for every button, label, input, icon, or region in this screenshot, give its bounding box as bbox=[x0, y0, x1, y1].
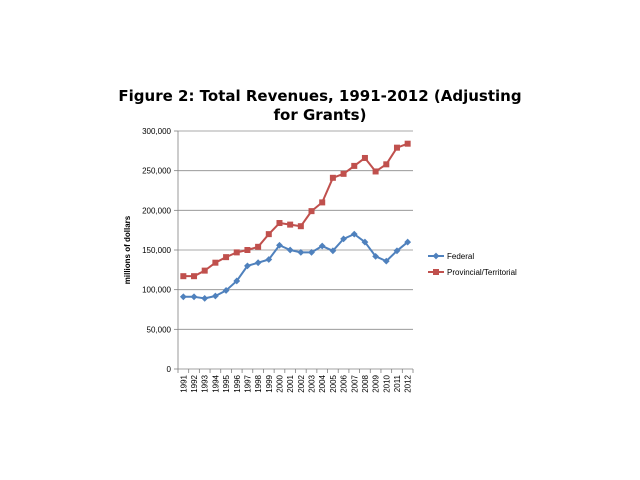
data-point-1992 bbox=[191, 273, 198, 280]
x-tick-label-1992: 1992 bbox=[190, 374, 199, 392]
data-point-2010 bbox=[382, 257, 390, 265]
data-point-1998 bbox=[254, 259, 262, 267]
data-point-2000 bbox=[276, 241, 283, 249]
y-tick-label: 100,000 bbox=[142, 286, 171, 295]
data-point-1995 bbox=[222, 287, 230, 294]
x-tick-label-2006: 2006 bbox=[340, 374, 349, 392]
series-line bbox=[183, 233, 409, 300]
data-point-2004 bbox=[318, 242, 326, 250]
chart-title-line-2: for Grants) bbox=[274, 106, 367, 124]
chart-title: Figure 2: Total Revenues, 1991-2012 (Adj… bbox=[118, 87, 521, 124]
x-tick-label-1996: 1996 bbox=[233, 374, 242, 392]
data-point-1994 bbox=[212, 259, 219, 266]
data-point-1996 bbox=[233, 249, 240, 256]
data-point-2007 bbox=[350, 230, 358, 238]
legend-item-federal: Federal bbox=[428, 252, 474, 261]
data-point-1993 bbox=[201, 267, 208, 274]
data-point-1999 bbox=[265, 231, 272, 238]
series-line bbox=[183, 142, 409, 278]
legend: Federal Provincial/Territorial bbox=[428, 252, 517, 277]
data-point-2004 bbox=[319, 199, 326, 206]
data-point-1999 bbox=[265, 256, 273, 263]
legend-item-provincial-territorial: Provincial/Territorial bbox=[428, 268, 517, 277]
data-point-2007 bbox=[351, 162, 358, 169]
data-point-2009 bbox=[372, 168, 379, 175]
y-tick-labels: 0 50,000 100,000 150,000 200,000 250,000 300,0… bbox=[142, 127, 171, 374]
data-point-1993 bbox=[201, 294, 209, 302]
data-point-2003 bbox=[308, 208, 315, 215]
data-point-2002 bbox=[297, 223, 304, 230]
x-tick-label-1994: 1994 bbox=[211, 374, 220, 392]
x-tick-label-2001: 2001 bbox=[286, 374, 295, 392]
series-federal bbox=[179, 230, 412, 302]
x-tick-label-2004: 2004 bbox=[318, 374, 327, 392]
x-tick-label-2012: 2012 bbox=[404, 374, 413, 392]
x-tick-label-2011: 2011 bbox=[393, 374, 402, 392]
legend-label: Federal bbox=[447, 252, 474, 261]
y-axis-label: millions of dollars bbox=[123, 215, 132, 284]
data-point-2011 bbox=[393, 144, 400, 151]
x-tick-label-2009: 2009 bbox=[372, 374, 381, 392]
data-point-2000 bbox=[276, 220, 283, 227]
data-point-1992 bbox=[190, 293, 198, 301]
data-point-2001 bbox=[286, 246, 294, 254]
data-point-1996 bbox=[233, 277, 241, 285]
y-tick-label: 50,000 bbox=[147, 325, 172, 334]
x-tick-label-1997: 1997 bbox=[243, 374, 252, 392]
legend-marker bbox=[432, 252, 440, 260]
x-tick-label-2007: 2007 bbox=[350, 374, 359, 392]
grid-lines bbox=[178, 130, 413, 330]
data-point-1998 bbox=[255, 243, 262, 250]
data-point-2006 bbox=[340, 235, 347, 243]
y-tick-label: 200,000 bbox=[142, 206, 171, 215]
data-point-1994 bbox=[211, 292, 219, 300]
data-point-2003 bbox=[308, 248, 315, 256]
axes bbox=[174, 130, 414, 373]
y-tick-label: 300,000 bbox=[142, 127, 171, 136]
data-point-2008 bbox=[361, 238, 369, 246]
x-tick-label-1998: 1998 bbox=[254, 374, 263, 392]
series-group bbox=[179, 140, 412, 302]
data-point-2006 bbox=[340, 170, 347, 177]
data-point-2011 bbox=[393, 247, 401, 255]
y-tick-label: 250,000 bbox=[142, 167, 171, 176]
data-point-2005 bbox=[329, 247, 337, 255]
data-point-2009 bbox=[372, 252, 380, 260]
x-tick-label-2003: 2003 bbox=[308, 374, 317, 392]
data-point-2010 bbox=[383, 161, 390, 168]
x-tick-label-2008: 2008 bbox=[361, 374, 370, 392]
x-tick-labels: 1991 1992 1993 1994 1995 1996 1997 1998 1999 2000… bbox=[179, 374, 412, 392]
data-point-2008 bbox=[361, 154, 368, 161]
data-point-1991 bbox=[179, 293, 187, 301]
data-point-2005 bbox=[329, 174, 336, 181]
x-tick-label-1991: 1991 bbox=[179, 374, 188, 392]
x-tick-label-2010: 2010 bbox=[382, 374, 391, 392]
data-point-2002 bbox=[297, 248, 305, 256]
data-point-1997 bbox=[244, 247, 251, 253]
legend-label: Provincial/Territorial bbox=[447, 268, 517, 277]
x-tick-label-1993: 1993 bbox=[201, 374, 210, 392]
legend-marker bbox=[433, 269, 439, 275]
data-point-1995 bbox=[223, 254, 230, 261]
data-point-2012 bbox=[404, 238, 412, 246]
x-tick-label-2000: 2000 bbox=[275, 374, 284, 392]
data-point-1991 bbox=[180, 273, 187, 280]
x-tick-label-1995: 1995 bbox=[222, 374, 231, 392]
x-tick-label-1999: 1999 bbox=[265, 374, 274, 392]
y-tick-label: 150,000 bbox=[142, 246, 171, 255]
data-point-2012 bbox=[404, 140, 411, 147]
series-provincial-territorial bbox=[180, 140, 411, 280]
x-tick-label-2002: 2002 bbox=[297, 374, 306, 392]
y-tick-label: 0 bbox=[167, 365, 172, 374]
x-tick-label-2005: 2005 bbox=[329, 374, 338, 392]
data-point-1997 bbox=[244, 262, 251, 270]
chart-title-line-1: Figure 2: Total Revenues, 1991-2012 (Adj… bbox=[118, 87, 521, 105]
data-point-2001 bbox=[287, 221, 294, 228]
